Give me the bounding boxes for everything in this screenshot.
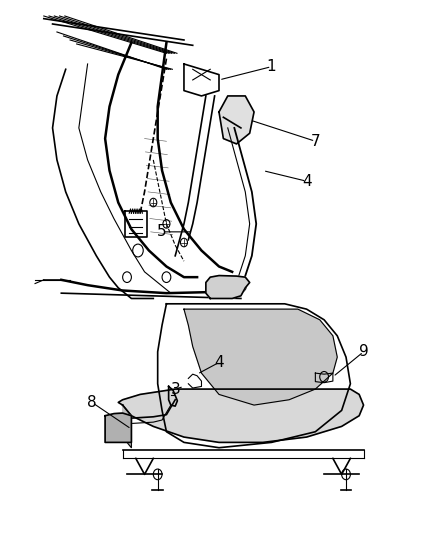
Text: 4: 4 xyxy=(302,174,311,189)
Text: 4: 4 xyxy=(214,355,224,370)
Polygon shape xyxy=(206,276,250,298)
Text: 9: 9 xyxy=(359,344,368,359)
Text: 3: 3 xyxy=(170,382,180,397)
Polygon shape xyxy=(105,413,131,442)
Text: 7: 7 xyxy=(311,134,320,149)
Text: 8: 8 xyxy=(87,395,97,410)
Text: 1: 1 xyxy=(267,59,276,74)
Polygon shape xyxy=(184,309,337,405)
Polygon shape xyxy=(123,405,131,448)
Text: 5: 5 xyxy=(157,224,167,239)
Polygon shape xyxy=(219,96,254,144)
Polygon shape xyxy=(118,389,364,442)
